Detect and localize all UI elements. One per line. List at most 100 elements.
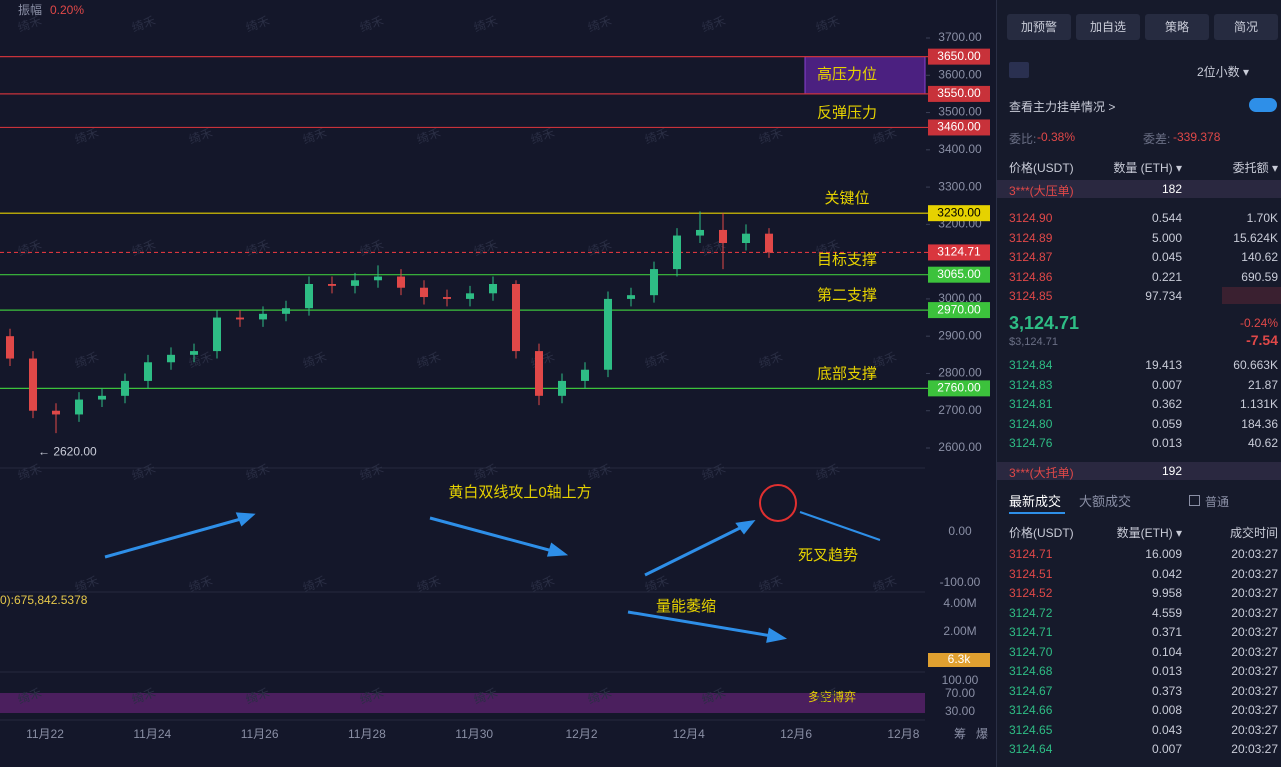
candle-body xyxy=(144,362,152,381)
book-header: 数量 (ETH) ▾ xyxy=(1113,161,1182,175)
depth-bar xyxy=(1222,287,1281,304)
bid-row: 184.36 xyxy=(1241,416,1278,431)
level-tag-bg xyxy=(928,266,990,283)
chart: 振幅 0.20% 0):675,842.5378 黄白双线攻上0轴上方 死叉趋势… xyxy=(0,2,990,742)
candle-body xyxy=(765,233,773,253)
ask-row: 5.000 xyxy=(1151,230,1182,245)
big-row-bg xyxy=(997,180,1281,198)
candle-body xyxy=(190,351,198,355)
book-header: 价格(USDT) xyxy=(1009,161,1074,175)
trade-price: 3124.71 xyxy=(1009,547,1053,561)
decimals[interactable]: 2位小数 ▾ xyxy=(1197,65,1250,79)
trade-price: 3124.70 xyxy=(1009,644,1053,659)
toggle[interactable] xyxy=(1249,98,1277,112)
ask-row: 3124.85 xyxy=(1009,289,1053,304)
rsi-band xyxy=(0,693,925,713)
trade-qty: 0.013 xyxy=(1151,664,1182,678)
amplitude: 0.20% xyxy=(50,3,84,17)
bid-row: 0.013 xyxy=(1151,436,1182,451)
big-row-bg xyxy=(997,462,1281,480)
candle-body xyxy=(443,297,451,299)
candle-body xyxy=(29,358,37,411)
button[interactable]: 策略 xyxy=(1145,14,1209,40)
bid-row: 21.87 xyxy=(1247,377,1278,392)
x-tick-label: 12月8 xyxy=(887,727,919,741)
candle-body xyxy=(535,351,543,396)
normal: 普通 xyxy=(1205,495,1230,509)
candle-body xyxy=(98,395,106,400)
candle-body xyxy=(52,410,60,415)
trade-price: 3124.51 xyxy=(1009,566,1053,581)
trade-time: 20:03:27 xyxy=(1231,586,1278,600)
volume-tag-bg xyxy=(928,653,990,667)
candle-body xyxy=(328,284,336,286)
candle-body xyxy=(696,229,704,236)
trade-time: 20:03:27 xyxy=(1231,703,1278,717)
candle-body xyxy=(650,269,658,296)
trade-price: 3124.67 xyxy=(1009,683,1053,698)
icon xyxy=(1069,62,1089,78)
rsi-tick: 30.00 xyxy=(945,704,975,718)
level-tag: 2970.00 xyxy=(937,302,981,316)
candle-body xyxy=(351,280,359,286)
bid-row: 40.62 xyxy=(1247,436,1278,451)
ask-row: 97.734 xyxy=(1145,289,1182,304)
level-annotation: 反弹压力 xyxy=(817,104,877,121)
ask-row: 140.62 xyxy=(1241,250,1278,265)
tab[interactable]: 最新成交 xyxy=(1009,494,1062,509)
button[interactable]: 简况 xyxy=(1214,14,1278,40)
trade-qty: 0.007 xyxy=(1151,742,1182,756)
trade-price: 3124.52 xyxy=(1009,586,1053,600)
y-tick-label: 2900.00 xyxy=(938,328,982,342)
volume-label: 0):675,842.5378 xyxy=(0,593,88,607)
trade-time: 20:03:27 xyxy=(1231,664,1278,678)
bid-row: 3124.80 xyxy=(1009,416,1053,431)
level-tag: 3065.00 xyxy=(937,267,981,281)
level-tag: 3230.00 xyxy=(937,205,981,219)
ask-row: 0.544 xyxy=(1151,211,1182,225)
button[interactable]: 加预警 xyxy=(1007,14,1071,40)
level-tag-bg xyxy=(928,302,990,319)
ask-row: 3124.87 xyxy=(1009,250,1053,265)
ask-row: 3124.90 xyxy=(1009,211,1053,225)
checkbox[interactable] xyxy=(1189,495,1200,506)
trade-header: 成交时间 xyxy=(1229,526,1278,540)
ask-row: 3124.86 xyxy=(1009,269,1053,284)
tab[interactable]: 大额成交 xyxy=(1079,494,1132,509)
x-tick-label: 11月28 xyxy=(348,727,386,741)
trade-price: 3124.66 xyxy=(1009,703,1053,717)
y-tick-label: 3300.00 xyxy=(938,179,982,193)
bid-row: 0.059 xyxy=(1151,416,1182,431)
rsi-annotation: 多空博弈 xyxy=(808,689,856,704)
trade-time: 20:03:27 xyxy=(1231,644,1278,659)
level-tag: 3460.00 xyxy=(937,120,981,134)
candle-body xyxy=(259,313,267,320)
trade-time: 20:03:27 xyxy=(1231,683,1278,698)
candle-body xyxy=(6,336,14,359)
button[interactable]: 加自选 xyxy=(1076,14,1140,40)
y-tick-label: 3600.00 xyxy=(938,67,982,81)
ask-row: 690.59 xyxy=(1241,269,1278,284)
y-tick-label: 2800.00 xyxy=(938,366,982,380)
ask-row: 0.221 xyxy=(1151,269,1182,284)
rsi-tick: 70.00 xyxy=(945,686,975,700)
trade-price: 3124.71 xyxy=(1009,625,1053,639)
trade-time: 20:03:27 xyxy=(1231,605,1278,620)
candle-body xyxy=(75,399,83,415)
x-tick-label: 11月30 xyxy=(455,727,493,741)
depth-toggle[interactable]: 查看主力挂单情况 > xyxy=(1009,100,1116,114)
y-tick-label: 3400.00 xyxy=(938,142,982,156)
highlight-circle xyxy=(759,484,797,522)
trade-qty: 0.371 xyxy=(1151,625,1182,639)
candle-body xyxy=(374,276,382,281)
trade-qty: 0.043 xyxy=(1151,722,1182,737)
level-tag-bg xyxy=(928,48,990,65)
candle-body xyxy=(558,380,566,396)
change-pct: -0.24% xyxy=(1239,316,1278,330)
tab-underline xyxy=(1009,512,1065,514)
x-tick-label: 12月2 xyxy=(565,727,597,741)
trade-time: 20:03:27 xyxy=(1231,547,1278,561)
last-usd: $3,124.71 xyxy=(1009,336,1058,348)
candle-body xyxy=(512,284,520,352)
